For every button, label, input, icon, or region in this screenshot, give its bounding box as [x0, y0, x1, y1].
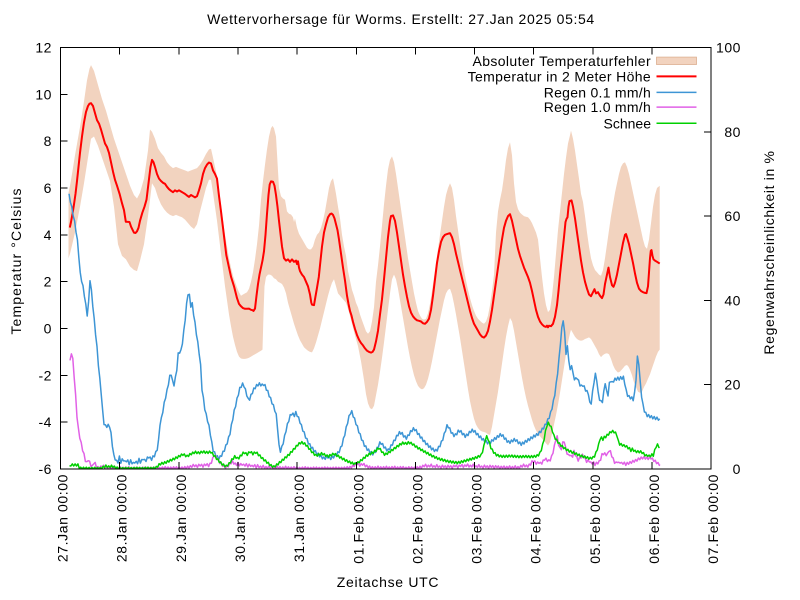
svg-text:Wettervorhersage für Worms. Er: Wettervorhersage für Worms. Erstellt: 27…	[207, 11, 595, 27]
svg-text:6: 6	[44, 180, 52, 196]
svg-text:-6: -6	[38, 461, 52, 477]
svg-text:05.Feb 00:00: 05.Feb 00:00	[587, 474, 603, 564]
svg-text:Regen 0.1 mm/h: Regen 0.1 mm/h	[544, 84, 651, 100]
svg-text:2: 2	[44, 274, 52, 290]
svg-text:40: 40	[724, 292, 741, 308]
svg-text:Regen 1.0 mm/h: Regen 1.0 mm/h	[544, 99, 651, 115]
svg-text:-4: -4	[38, 414, 52, 430]
svg-text:10: 10	[35, 86, 52, 102]
svg-text:07.Feb 00:00: 07.Feb 00:00	[705, 474, 721, 564]
svg-text:03.Feb 00:00: 03.Feb 00:00	[469, 474, 485, 564]
svg-text:06.Feb 00:00: 06.Feb 00:00	[646, 474, 662, 564]
svg-text:Absoluter Temperaturfehler: Absoluter Temperaturfehler	[473, 53, 652, 69]
svg-text:12: 12	[35, 40, 52, 56]
svg-text:27.Jan 00:00: 27.Jan 00:00	[55, 474, 71, 562]
svg-text:02.Feb 00:00: 02.Feb 00:00	[409, 474, 425, 564]
svg-text:80: 80	[724, 124, 741, 140]
svg-text:0: 0	[733, 461, 741, 477]
svg-text:0: 0	[44, 321, 52, 337]
svg-text:4: 4	[44, 227, 52, 243]
svg-text:31.Jan 00:00: 31.Jan 00:00	[291, 474, 307, 562]
svg-text:Schnee: Schnee	[604, 115, 652, 131]
svg-text:Regenwahrscheinlichkeit in %: Regenwahrscheinlichkeit in %	[761, 150, 777, 354]
svg-text:28.Jan 00:00: 28.Jan 00:00	[114, 474, 130, 562]
svg-text:Temperatur °Celsius: Temperatur °Celsius	[8, 187, 24, 334]
svg-text:01.Feb 00:00: 01.Feb 00:00	[350, 474, 366, 564]
svg-text:29.Jan 00:00: 29.Jan 00:00	[173, 474, 189, 562]
svg-text:04.Feb 00:00: 04.Feb 00:00	[528, 474, 544, 564]
svg-text:100: 100	[716, 40, 741, 56]
svg-text:20: 20	[724, 377, 741, 393]
svg-text:60: 60	[724, 208, 741, 224]
svg-text:Zeitachse UTC: Zeitachse UTC	[337, 574, 439, 590]
svg-text:-2: -2	[38, 367, 52, 383]
svg-text:Temperatur in 2 Meter Höhe: Temperatur in 2 Meter Höhe	[468, 68, 651, 84]
svg-text:30.Jan 00:00: 30.Jan 00:00	[232, 474, 248, 562]
svg-text:8: 8	[44, 133, 52, 149]
